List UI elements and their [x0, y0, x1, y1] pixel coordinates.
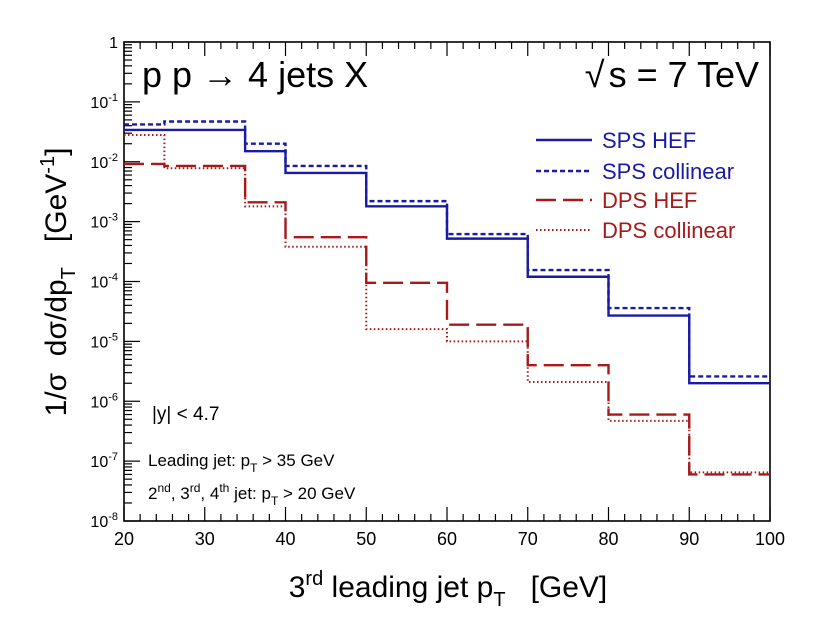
legend-label-sps-hef: SPS HEF — [602, 128, 696, 153]
rapidity-cut: |y| < 4.7 — [152, 404, 219, 425]
legend: SPS HEF SPS collinear DPS HEF DPS collin… — [536, 128, 735, 243]
x-title-post: [GeV] — [506, 571, 608, 604]
x-tick-label: 50 — [356, 529, 376, 549]
x-tick-label: 70 — [518, 529, 538, 549]
legend-label-dps-collinear: DPS collinear — [602, 218, 735, 243]
jet3-sep: , — [200, 484, 209, 503]
y-title-sub: T — [58, 267, 80, 279]
x-tick-label: 90 — [679, 529, 699, 549]
sqrt-sign: √ — [585, 54, 605, 95]
y-tick-label: 10-7 — [90, 451, 118, 471]
y-tick-label: 10-1 — [90, 92, 118, 112]
other-jets-text: jet: p — [229, 484, 271, 503]
series-dps-hef — [124, 162, 770, 476]
y-title-pre: 1/σ dσ/dp — [40, 279, 73, 416]
series-dps-collinear — [124, 133, 770, 474]
x-tick-label: 40 — [275, 529, 295, 549]
y-tick-label: 10-8 — [90, 511, 118, 531]
jet3-sup: rd — [190, 481, 201, 495]
y-tick-label: 10-5 — [90, 331, 118, 351]
leading-jet-sub: T — [250, 461, 258, 475]
x-tick-labels: 20 30 40 50 60 70 80 90 100 — [114, 529, 785, 549]
energy-title: √ s = 7 TeV — [585, 54, 759, 95]
jet2-sup: nd — [157, 481, 170, 495]
x-title-mid: leading jet p — [323, 571, 493, 604]
x-tick-label: 30 — [195, 529, 215, 549]
jet2-n: 2 — [148, 484, 157, 503]
jet2-sep: , — [171, 484, 180, 503]
energy-label: s = 7 TeV — [609, 54, 759, 95]
process-final: 4 jets X — [248, 54, 368, 95]
x-title-pre: 3 — [289, 571, 306, 604]
jet3-n: 3 — [180, 484, 189, 503]
legend-label-sps-collinear: SPS collinear — [602, 159, 734, 184]
x-tick-label: 80 — [598, 529, 618, 549]
leading-jet-text: Leading jet: p — [148, 451, 250, 470]
leading-jet-cut: Leading jet: pT > 35 GeV — [148, 451, 335, 475]
axis-ticks — [123, 41, 771, 522]
y-title-post: ] — [40, 148, 73, 156]
legend-label-dps-hef: DPS HEF — [602, 188, 697, 213]
x-tick-label: 100 — [755, 529, 785, 549]
y-title-sup: -1 — [37, 156, 59, 174]
jet4-n: 4 — [210, 484, 219, 503]
y-tick-label: 10-4 — [90, 272, 118, 292]
plot-frame — [123, 41, 771, 522]
y-tick-label: 10-2 — [90, 152, 118, 172]
process-arrow: → — [202, 54, 238, 95]
x-title-sup: rd — [305, 568, 323, 590]
x-tick-label: 20 — [114, 529, 134, 549]
series-group — [124, 120, 770, 476]
process-initial: p p — [142, 54, 192, 95]
y-tick-label: 10-3 — [90, 212, 118, 232]
x-title-sub: T — [493, 589, 505, 611]
jet4-sup: th — [219, 481, 229, 495]
process-title: p p → 4 jets X — [142, 54, 368, 95]
x-tick-label: 60 — [437, 529, 457, 549]
other-jets-sub: T — [271, 494, 279, 508]
x-axis-title: 3rd leading jet pT [GeV] — [289, 568, 608, 611]
y-tick-label: 10-6 — [90, 391, 118, 411]
other-jets-cut: 2nd, 3rd, 4th jet: pT > 20 GeV — [148, 481, 356, 508]
other-jets-cut-value: > 20 GeV — [278, 484, 356, 503]
leading-jet-cut-value: > 35 GeV — [257, 451, 335, 470]
y-tick-label: 1 — [109, 35, 118, 52]
y-tick-labels: 1 10-1 10-2 10-3 10-4 10-5 10-6 10-7 10-8 — [90, 35, 118, 531]
y-axis-title: 1/σ dσ/dpT [GeV-1] — [37, 148, 80, 417]
y-title-mid: [GeV — [40, 174, 73, 267]
